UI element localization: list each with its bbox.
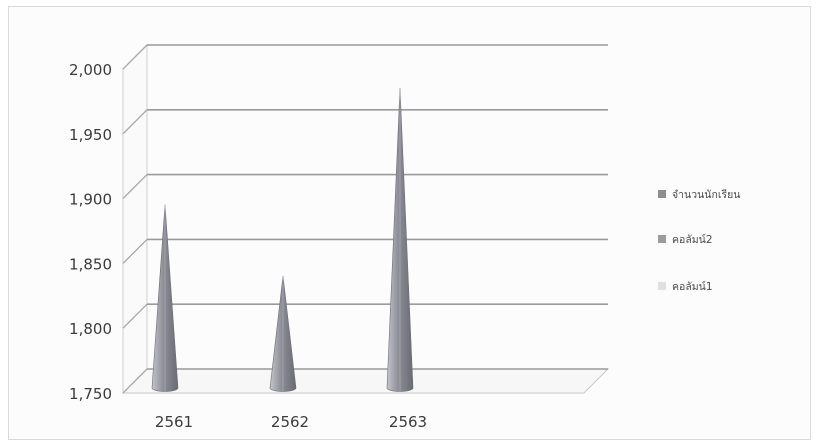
y-tick-label: 1,950 (69, 126, 112, 144)
gridlines (122, 44, 608, 394)
gridline-diagonal (122, 174, 148, 200)
gridline-diagonal (122, 368, 148, 394)
side-wall (122, 43, 148, 395)
floor (121, 368, 610, 394)
legend-swatch (658, 282, 666, 290)
gridline-diagonal (122, 44, 148, 70)
legend-label: จำนวนนักเรียน (672, 188, 740, 201)
legend-item: คอลัมน์2 (658, 233, 713, 246)
cone-series (151, 87, 414, 392)
x-tick-label: 2563 (389, 413, 427, 431)
legend-label: คอลัมน์2 (672, 233, 713, 246)
legend-item: จำนวนนักเรียน (658, 188, 740, 201)
x-tick-label: 2562 (271, 413, 309, 431)
x-axis-ticks: 2561 2562 2563 (155, 413, 427, 431)
legend-label: คอลัมน์1 (672, 280, 713, 293)
legend-item: คอลัมน์1 (658, 280, 713, 293)
legend: จำนวนนักเรียน คอลัมน์2 คอลัมน์1 (658, 188, 740, 293)
y-tick-label: 1,900 (69, 191, 112, 209)
legend-swatch (658, 190, 666, 198)
gridline-diagonal (122, 238, 148, 264)
gridline-diagonal (122, 109, 148, 135)
legend-swatch (658, 235, 666, 243)
y-tick-label: 1,750 (69, 385, 112, 403)
y-tick-label: 1,800 (69, 320, 112, 338)
plot-walls (121, 43, 610, 395)
y-axis-ticks: 1,750 1,800 1,850 1,900 1,950 2,000 (69, 61, 112, 403)
cone-bar (151, 204, 179, 392)
cone-bar (269, 275, 297, 392)
x-tick-label: 2561 (155, 413, 193, 431)
cone-bar (386, 87, 414, 392)
y-tick-label: 2,000 (69, 61, 112, 79)
y-tick-label: 1,850 (69, 255, 112, 273)
gridline-diagonal (122, 303, 148, 329)
